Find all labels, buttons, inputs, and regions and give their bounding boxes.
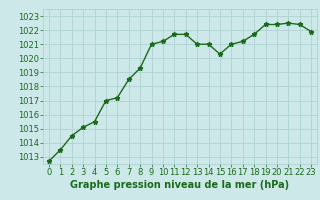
X-axis label: Graphe pression niveau de la mer (hPa): Graphe pression niveau de la mer (hPa) bbox=[70, 180, 290, 190]
